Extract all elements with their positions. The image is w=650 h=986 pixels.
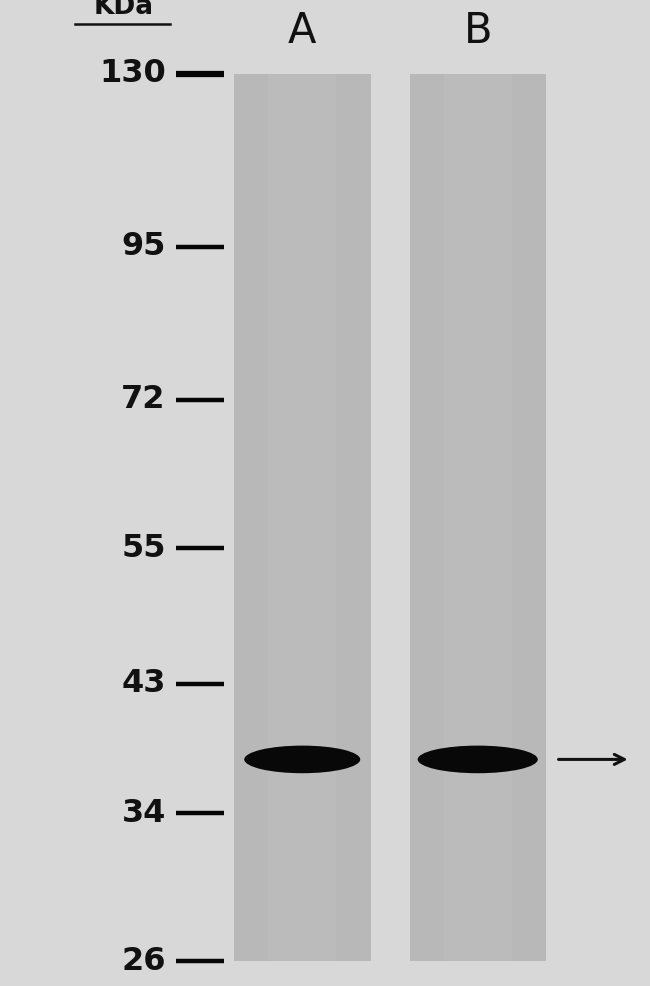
Bar: [443, 74, 512, 961]
Text: 34: 34: [122, 798, 166, 829]
Text: 26: 26: [122, 946, 166, 977]
Bar: [410, 74, 546, 961]
Bar: [234, 74, 370, 961]
Text: B: B: [463, 10, 492, 52]
Bar: [268, 74, 337, 961]
Ellipse shape: [244, 745, 360, 773]
Ellipse shape: [418, 745, 538, 773]
Text: 95: 95: [122, 232, 166, 262]
Text: 55: 55: [122, 532, 166, 564]
Text: KDa: KDa: [94, 0, 153, 20]
Text: 72: 72: [122, 385, 166, 415]
Text: 43: 43: [122, 669, 166, 699]
Text: A: A: [288, 10, 317, 52]
Text: 130: 130: [99, 58, 166, 90]
